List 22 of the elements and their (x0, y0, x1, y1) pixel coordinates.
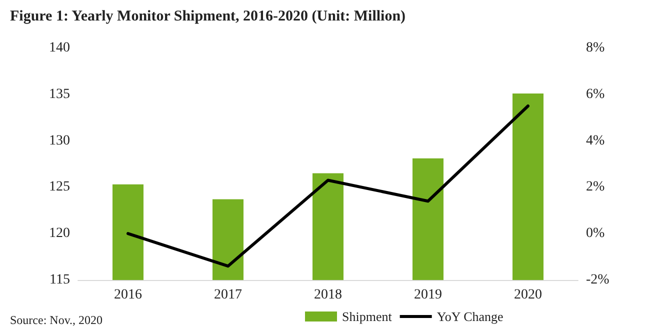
y2-tick-label: 6% (586, 86, 605, 102)
x-tick-label: 2017 (214, 288, 242, 302)
line-series (126, 104, 530, 268)
x-tick-label: 2018 (314, 288, 342, 302)
legend-label: YoY Change (436, 309, 504, 324)
x-tick-label: 2020 (514, 288, 542, 302)
x-tick-label: 2019 (414, 288, 442, 302)
y-tick-label: 135 (49, 86, 70, 102)
y2-tick-label: -2% (586, 272, 610, 288)
y-tick-label: 130 (49, 133, 70, 148)
y-tick-label: 120 (49, 226, 70, 242)
y2-tick-label: 4% (586, 133, 605, 148)
chart-title: Figure 1: Yearly Monitor Shipment, 2016-2020 (Unit: Million) (10, 8, 406, 24)
y2-tick-label: 0% (586, 226, 605, 242)
y2-tick-label: 8% (586, 40, 605, 56)
y-tick-label: 115 (50, 272, 70, 288)
x-tick-label: 2016 (114, 288, 142, 302)
y2-tick-label: 2% (586, 180, 605, 195)
y-tick-label: 125 (49, 180, 70, 195)
legend-label: Shipment (342, 309, 392, 324)
source-note: Source: Nov., 2020 (10, 313, 103, 327)
y-tick-label: 140 (49, 40, 70, 56)
